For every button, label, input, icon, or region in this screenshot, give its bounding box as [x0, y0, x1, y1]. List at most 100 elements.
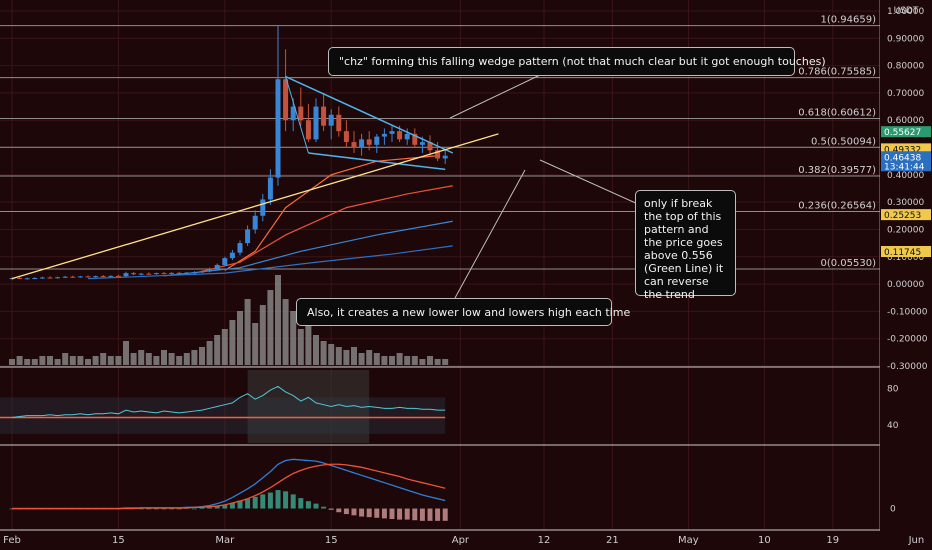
- fib-label: 0.5(0.50094): [811, 136, 876, 147]
- time-tick-label: May: [678, 535, 699, 546]
- price-axis[interactable]: USDT 1.00000 0.90000 0.80000 0.70000 0.60000…: [880, 0, 932, 550]
- time-tick-label: 12: [538, 535, 551, 546]
- right-callout[interactable]: only if break the top of this pattern an…: [635, 190, 736, 301]
- candle-body: [176, 272, 182, 274]
- volume-bar: [214, 335, 221, 365]
- candle-body: [191, 272, 197, 274]
- rsi-tick-label: 40: [887, 421, 899, 431]
- candle-body: [389, 131, 395, 134]
- price-tick-label: 0.90000: [887, 34, 924, 44]
- volume-bar: [343, 350, 350, 365]
- macd-histogram-bar: [214, 506, 220, 509]
- candle-body: [100, 276, 106, 278]
- volume-bar: [290, 311, 297, 365]
- candle-body: [123, 273, 129, 277]
- macd-histogram-bar: [381, 508, 387, 519]
- macd-histogram-bar: [138, 508, 144, 510]
- candle-body: [366, 139, 372, 145]
- moving-average-line: [194, 185, 453, 274]
- bottom-callout[interactable]: Also, it creates a new lower low and low…: [296, 298, 630, 326]
- price-badge-text: 0.25253: [884, 211, 921, 221]
- volume-bar: [328, 344, 335, 365]
- candle-body: [17, 278, 23, 280]
- moving-averages: [87, 155, 453, 280]
- volume-bar: [47, 356, 53, 365]
- moving-average-line: [87, 245, 453, 280]
- candle-body: [229, 252, 235, 259]
- candle-body: [146, 273, 152, 275]
- time-axis-bg: [0, 531, 932, 550]
- volume-bar: [77, 356, 84, 365]
- wedge-upper-line: [285, 75, 454, 154]
- volume-bar: [442, 359, 449, 365]
- candle-body: [214, 264, 220, 270]
- volume-bar: [191, 350, 198, 365]
- volume-bar: [16, 356, 23, 365]
- drawings[interactable]: [11, 74, 641, 299]
- candle-body: [169, 272, 175, 274]
- volume-bar: [24, 359, 31, 365]
- candle-body: [298, 106, 304, 121]
- candle-body: [381, 133, 387, 137]
- rsi-line: [11, 385, 446, 418]
- macd-tick-label: 0: [890, 505, 896, 515]
- volume-bar: [199, 347, 205, 365]
- macd-histogram-bar: [245, 498, 251, 509]
- macd-histogram-bar: [267, 492, 273, 509]
- volume-bar: [313, 335, 319, 365]
- price-badge-text: 0.46438: [884, 153, 921, 163]
- volume-bar: [138, 350, 145, 365]
- right-callout-text: only if break the top of this pattern an…: [644, 197, 724, 301]
- macd-histogram-bar: [275, 490, 281, 509]
- candle-body: [237, 243, 243, 253]
- title-callout-text: "chz" forming this falling wedge pattern…: [339, 55, 826, 68]
- candlesticks: [9, 25, 448, 280]
- time-axis[interactable]: Feb 15 Mar 15 Apr 12 21 May 10 19 Jun: [0, 531, 932, 550]
- volume-bar: [39, 356, 46, 365]
- volume-bar: [305, 320, 312, 365]
- macd-histogram-bar: [283, 491, 289, 509]
- candle-body: [85, 276, 91, 278]
- candle-body: [93, 276, 99, 278]
- macd-panel: [9, 458, 448, 521]
- time-tick-label: Jun: [908, 535, 925, 546]
- volume-bar: [92, 356, 99, 365]
- volume-bar: [320, 341, 327, 365]
- volume-bar: [381, 356, 388, 365]
- candle-body: [336, 114, 342, 132]
- rsi-band: [0, 397, 446, 434]
- title-callout[interactable]: "chz" forming this falling wedge pattern…: [328, 47, 826, 76]
- volume-bar: [366, 350, 373, 365]
- rsi-panel: [0, 370, 446, 443]
- rsi-tick-label: 80: [887, 384, 899, 394]
- macd-histogram-bar: [359, 508, 365, 517]
- candle-body: [24, 278, 30, 280]
- volume-bar: [259, 305, 266, 365]
- price-badge-text: 0.49332: [884, 145, 921, 155]
- volume-bar: [351, 347, 357, 365]
- volume-bar: [85, 359, 91, 365]
- moving-average-line: [163, 220, 453, 277]
- candle-body: [47, 277, 53, 279]
- macd-histogram-bar: [176, 508, 182, 510]
- volume-bar: [161, 350, 167, 365]
- macd-histogram-bar: [435, 508, 441, 521]
- macd-histogram-bar: [199, 507, 205, 509]
- price-tick-label: 0.70000: [887, 89, 924, 99]
- macd-line: [12, 458, 446, 510]
- volume-bar: [153, 356, 160, 365]
- volume-bar: [244, 299, 251, 365]
- price-badge-countdown: 13:41:44: [884, 162, 925, 172]
- macd-histogram-bar: [146, 508, 152, 510]
- candle-body: [397, 131, 403, 140]
- price-tick-label: 0.40000: [887, 171, 924, 181]
- volume-bar: [31, 359, 38, 365]
- candle-body: [374, 136, 380, 145]
- callout-leader: [539, 159, 641, 206]
- volume-bar: [373, 353, 380, 365]
- wedge-lower-line: [308, 152, 446, 171]
- candle-body: [267, 177, 273, 200]
